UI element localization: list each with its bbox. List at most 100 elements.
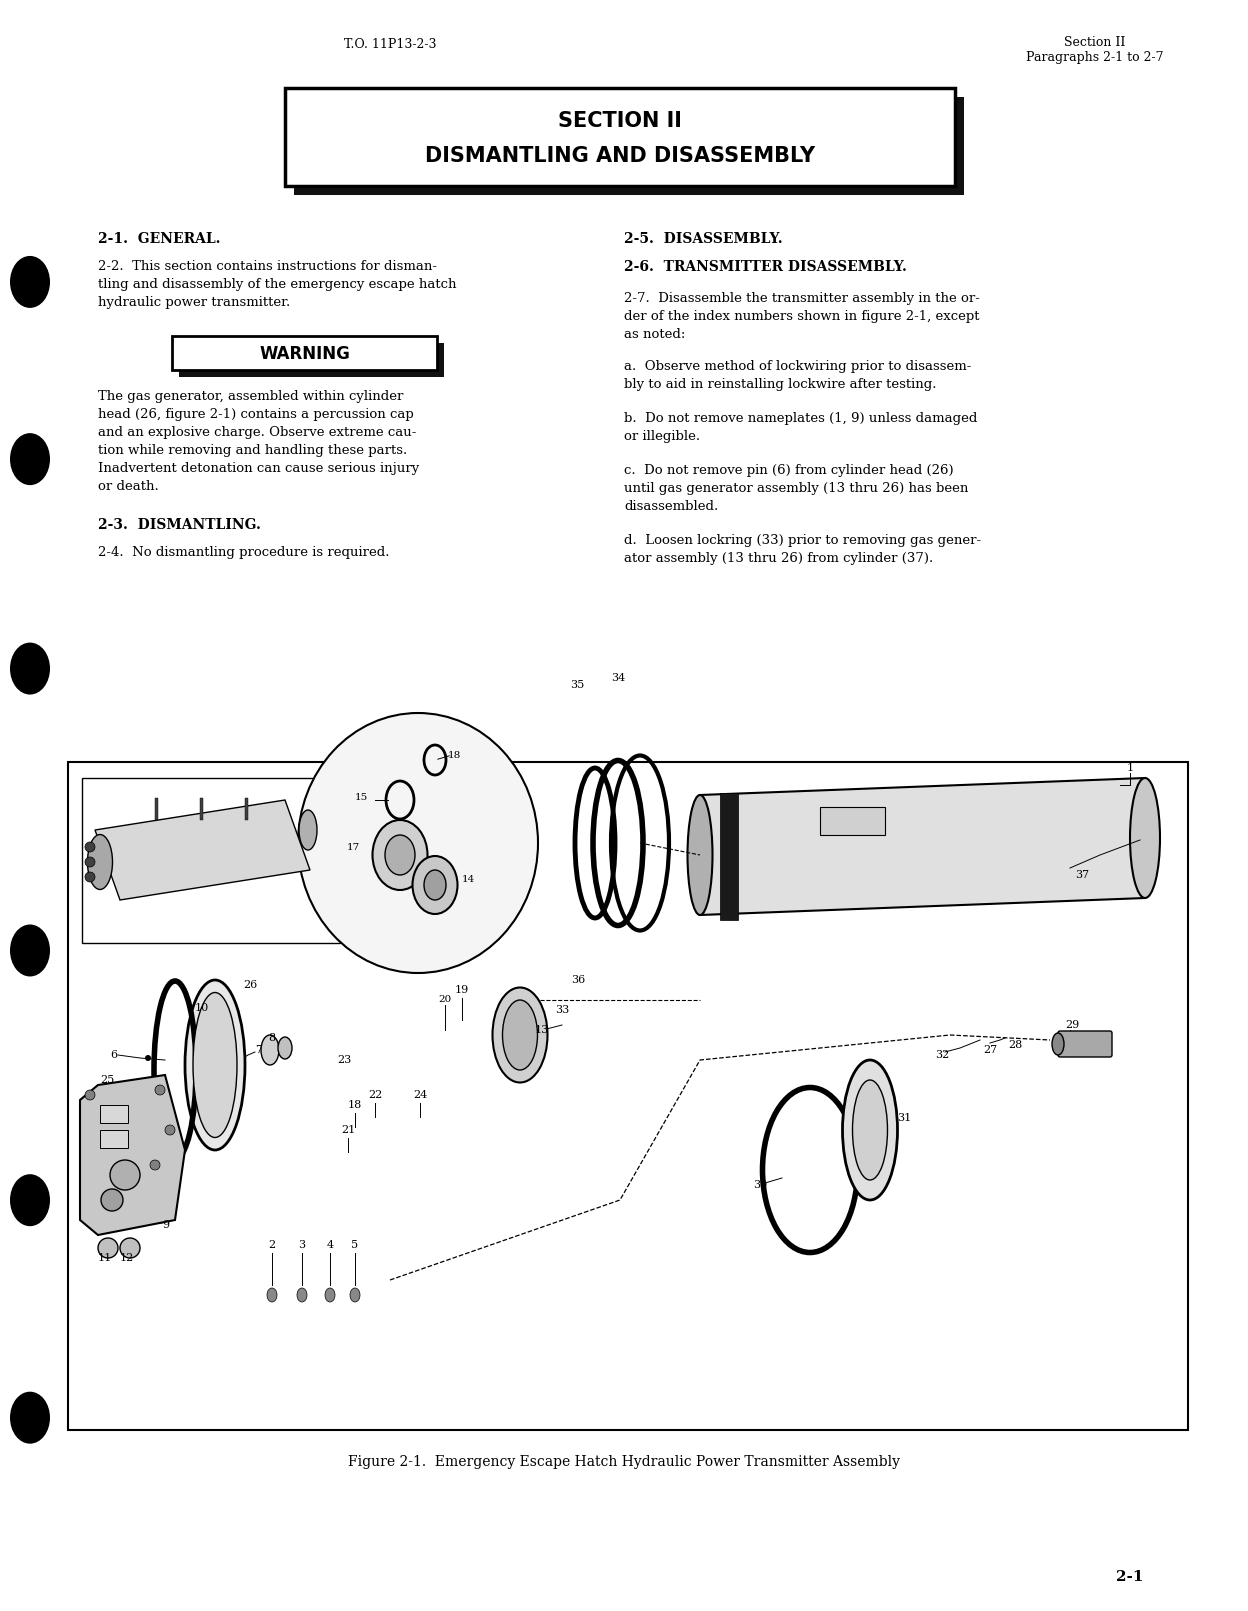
Text: 24: 24	[413, 1091, 427, 1100]
Ellipse shape	[110, 1160, 140, 1191]
Ellipse shape	[85, 857, 95, 867]
Text: tion while removing and handling these parts.: tion while removing and handling these p…	[99, 445, 407, 458]
Text: 5: 5	[352, 1240, 358, 1250]
Text: 2-6.  TRANSMITTER DISASSEMBLY.: 2-6. TRANSMITTER DISASSEMBLY.	[624, 259, 907, 274]
Ellipse shape	[99, 1237, 119, 1258]
Ellipse shape	[267, 1289, 277, 1302]
Ellipse shape	[842, 1060, 897, 1200]
Ellipse shape	[10, 1392, 50, 1443]
Ellipse shape	[120, 1237, 140, 1258]
Ellipse shape	[852, 1079, 887, 1179]
Text: 33: 33	[555, 1005, 569, 1015]
Text: 2-3.  DISMANTLING.: 2-3. DISMANTLING.	[99, 519, 261, 532]
Text: 27: 27	[983, 1046, 997, 1055]
Ellipse shape	[85, 872, 95, 881]
Bar	[155, 797, 158, 820]
Text: 18: 18	[348, 1100, 362, 1110]
Text: 2-1: 2-1	[1116, 1571, 1143, 1584]
Text: Figure 2-1.  Emergency Escape Hatch Hydraulic Power Transmitter Assembly: Figure 2-1. Emergency Escape Hatch Hydra…	[348, 1455, 900, 1469]
Ellipse shape	[10, 433, 50, 485]
PathPatch shape	[95, 801, 310, 901]
Bar	[82, 778, 339, 942]
Ellipse shape	[87, 834, 112, 889]
Ellipse shape	[493, 988, 548, 1083]
Text: 12: 12	[120, 1253, 135, 1263]
Text: der of the index numbers shown in figure 2-1, except: der of the index numbers shown in figure…	[624, 309, 980, 322]
Text: 2: 2	[268, 1240, 276, 1250]
Text: 14: 14	[462, 875, 475, 884]
Text: DISMANTLING AND DISASSEMBLY: DISMANTLING AND DISASSEMBLY	[424, 147, 815, 166]
Bar	[720, 793, 738, 920]
Text: 7: 7	[255, 1046, 262, 1055]
Bar	[245, 797, 248, 820]
Bar	[285, 89, 955, 185]
Text: Section II: Section II	[1065, 35, 1126, 48]
Text: ator assembly (13 thru 26) from cylinder (37).: ator assembly (13 thru 26) from cylinder…	[624, 553, 934, 565]
FancyBboxPatch shape	[1058, 1031, 1112, 1057]
Ellipse shape	[424, 870, 446, 901]
Ellipse shape	[85, 843, 95, 852]
Text: 2-4.  No dismantling procedure is required.: 2-4. No dismantling procedure is require…	[99, 546, 389, 559]
FancyBboxPatch shape	[820, 807, 885, 834]
Text: 8: 8	[268, 1033, 275, 1042]
Text: disassembled.: disassembled.	[624, 499, 719, 512]
Ellipse shape	[165, 1124, 175, 1136]
Ellipse shape	[384, 834, 416, 875]
Text: or death.: or death.	[99, 480, 158, 493]
Text: Inadvertent detonation can cause serious injury: Inadvertent detonation can cause serious…	[99, 462, 419, 475]
Text: head (26, figure 2-1) contains a percussion cap: head (26, figure 2-1) contains a percuss…	[99, 408, 414, 420]
Text: b.  Do not remove nameplates (1, 9) unless damaged: b. Do not remove nameplates (1, 9) unles…	[624, 412, 977, 425]
Text: 2-1.  GENERAL.: 2-1. GENERAL.	[99, 232, 221, 246]
Text: 25: 25	[100, 1075, 115, 1084]
Bar	[295, 97, 963, 195]
Text: 10: 10	[195, 1004, 210, 1013]
Ellipse shape	[261, 1034, 280, 1065]
Ellipse shape	[297, 1289, 307, 1302]
Bar	[200, 797, 203, 820]
Text: 4: 4	[327, 1240, 333, 1250]
Text: Paragraphs 2-1 to 2-7: Paragraphs 2-1 to 2-7	[1026, 50, 1163, 63]
Ellipse shape	[185, 979, 245, 1150]
Text: 18: 18	[448, 751, 462, 759]
Text: 9: 9	[162, 1220, 170, 1231]
Ellipse shape	[278, 1037, 292, 1058]
Ellipse shape	[85, 1091, 95, 1100]
Text: 37: 37	[1075, 870, 1090, 880]
Text: T.O. 11P13-2-3: T.O. 11P13-2-3	[343, 39, 437, 52]
Text: and an explosive charge. Observe extreme cau-: and an explosive charge. Observe extreme…	[99, 425, 417, 440]
Ellipse shape	[193, 992, 237, 1137]
Ellipse shape	[155, 1084, 165, 1095]
Text: bly to aid in reinstalling lockwire after testing.: bly to aid in reinstalling lockwire afte…	[624, 379, 936, 391]
Text: 19: 19	[454, 984, 469, 996]
Ellipse shape	[101, 1189, 124, 1211]
Ellipse shape	[298, 714, 538, 973]
Text: 26: 26	[243, 979, 257, 991]
Text: a.  Observe method of lockwiring prior to disassem-: a. Observe method of lockwiring prior to…	[624, 359, 971, 374]
Text: 29: 29	[1065, 1020, 1080, 1029]
Text: 2-7.  Disassemble the transmitter assembly in the or-: 2-7. Disassemble the transmitter assembl…	[624, 292, 980, 304]
Ellipse shape	[324, 1289, 334, 1302]
Text: 20: 20	[438, 996, 452, 1005]
Text: The gas generator, assembled within cylinder: The gas generator, assembled within cyli…	[99, 390, 403, 403]
Text: 2-2.  This section contains instructions for disman-: 2-2. This section contains instructions …	[99, 259, 437, 272]
Text: 15: 15	[354, 793, 368, 802]
Ellipse shape	[10, 643, 50, 694]
Ellipse shape	[1052, 1033, 1065, 1055]
Text: 6: 6	[110, 1050, 117, 1060]
Text: hydraulic power transmitter.: hydraulic power transmitter.	[99, 296, 291, 309]
Text: 1: 1	[1127, 764, 1133, 773]
Text: c.  Do not remove pin (6) from cylinder head (26): c. Do not remove pin (6) from cylinder h…	[624, 464, 953, 477]
Ellipse shape	[1129, 778, 1159, 897]
Text: or illegible.: or illegible.	[624, 430, 700, 443]
Text: 36: 36	[570, 975, 585, 984]
Text: as noted:: as noted:	[624, 329, 685, 342]
Text: 22: 22	[368, 1091, 382, 1100]
Text: 31: 31	[897, 1113, 911, 1123]
Text: 35: 35	[570, 680, 584, 690]
Ellipse shape	[10, 256, 50, 308]
Text: tling and disassembly of the emergency escape hatch: tling and disassembly of the emergency e…	[99, 279, 457, 292]
Text: 11: 11	[99, 1253, 112, 1263]
Ellipse shape	[688, 794, 713, 915]
Ellipse shape	[10, 925, 50, 976]
Text: 32: 32	[935, 1050, 950, 1060]
